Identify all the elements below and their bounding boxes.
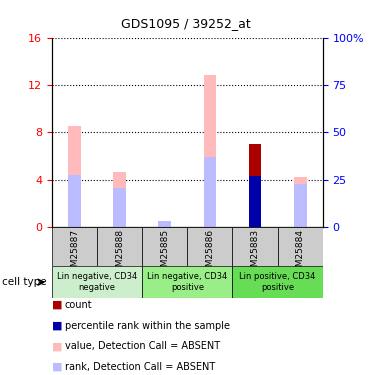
Text: cell type: cell type: [2, 277, 46, 287]
Bar: [97, 227, 142, 266]
Bar: [204, 75, 216, 227]
Bar: [233, 266, 323, 298]
Text: count: count: [65, 300, 92, 310]
Bar: [68, 126, 81, 227]
Bar: [294, 177, 306, 227]
Bar: [158, 221, 171, 227]
Bar: [187, 227, 233, 266]
Bar: [233, 227, 278, 266]
Bar: [113, 172, 126, 227]
Bar: [52, 266, 142, 298]
Bar: [68, 175, 81, 227]
Bar: [249, 176, 262, 227]
Text: percentile rank within the sample: percentile rank within the sample: [65, 321, 230, 331]
Bar: [278, 227, 323, 266]
Bar: [249, 144, 262, 227]
Text: GSM25883: GSM25883: [250, 229, 260, 278]
Bar: [294, 184, 306, 227]
Text: ■: ■: [52, 362, 62, 372]
Bar: [142, 227, 187, 266]
Text: GSM25887: GSM25887: [70, 229, 79, 278]
Text: ■: ■: [52, 321, 62, 331]
Text: Lin negative, CD34
negative: Lin negative, CD34 negative: [57, 273, 137, 292]
Text: GSM25885: GSM25885: [160, 229, 169, 278]
Bar: [142, 266, 233, 298]
Text: ■: ■: [52, 300, 62, 310]
Text: GSM25886: GSM25886: [206, 229, 214, 278]
Text: GSM25884: GSM25884: [296, 229, 305, 278]
Text: Lin positive, CD34
positive: Lin positive, CD34 positive: [239, 273, 316, 292]
Text: ■: ■: [52, 341, 62, 351]
Bar: [113, 188, 126, 227]
Bar: [204, 157, 216, 227]
Text: GDS1095 / 39252_at: GDS1095 / 39252_at: [121, 17, 250, 30]
Text: value, Detection Call = ABSENT: value, Detection Call = ABSENT: [65, 341, 220, 351]
Text: GSM25888: GSM25888: [115, 229, 124, 278]
Text: Lin negative, CD34
positive: Lin negative, CD34 positive: [147, 273, 227, 292]
Text: rank, Detection Call = ABSENT: rank, Detection Call = ABSENT: [65, 362, 215, 372]
Bar: [52, 227, 97, 266]
